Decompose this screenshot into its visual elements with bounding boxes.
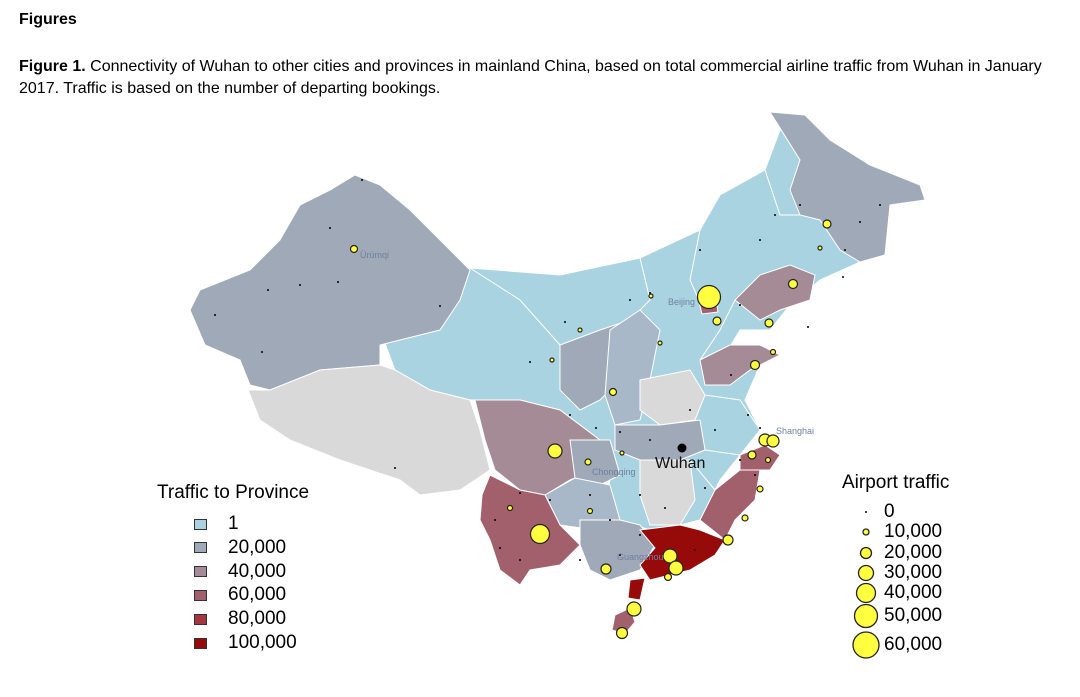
airport-beijing [696,284,722,310]
minor-airports [214,179,881,561]
wuhan-marker [677,443,687,453]
province-legend-item: 40,000 [194,560,286,584]
region-shandong [699,344,782,386]
province-legend-item: 20,000 [194,536,286,560]
legend-label: 80,000 [228,608,287,630]
region-liaoning [734,264,816,321]
airport-legend-label: 30,000 [884,562,943,583]
province-legend-title: Traffic to Province [157,482,310,503]
city-label-urumqi: Ürümqi [360,250,389,260]
region-sichuan [474,399,601,496]
province-borders [469,169,800,491]
airport-urumqi [349,244,359,254]
airport-legend-label: 0 [884,501,895,522]
airport-legend-label: 50,000 [884,605,943,626]
airport-legend-symbol [853,603,879,629]
region-tibet [247,364,491,496]
airport-legend-symbol [859,546,873,560]
region-chongqing [569,439,621,486]
region-heilongjiang [769,111,926,263]
province-legend-item: 80,000 [194,607,286,631]
legend-swatch [194,542,207,554]
airport-legend-label: 20,000 [884,542,943,563]
region-yunnan [479,474,581,586]
airport-legend-title: Airport traffic [842,472,950,493]
legend-label: 20,000 [228,536,287,558]
figure-caption: Figure 1. Connectivity of Wuhan to other… [19,56,1059,100]
legend-swatch [194,637,207,649]
legend-swatch [194,518,207,530]
airport-legend-label: 40,000 [884,582,943,603]
airport-legend-symbol [852,631,880,659]
province-legend-item: 60,000 [194,583,286,607]
legend-label: 100,000 [228,632,297,653]
region-guangdong [639,524,726,581]
legend-label: 1 [228,513,239,534]
province-legend-item: 1 [194,512,239,536]
legend-swatch [194,613,207,625]
city-label-shanghai: Shanghai [776,426,814,436]
legend-swatch [194,566,207,578]
section-heading: Figures [19,11,77,28]
city-label-guangzhou: Guangzhou [617,552,664,562]
figure-label: Figure 1. [19,58,86,75]
wuhan-label: Wuhan [655,455,705,472]
region-xinjiang [189,174,471,391]
airport-legend-symbol [855,582,877,604]
airport-legend-symbols [852,511,880,659]
city-label-beijing: Beijing [668,297,695,307]
legend-label: 40,000 [228,560,287,582]
city-label-chongqing: Chongqing [592,467,636,477]
legend-swatch [194,589,207,601]
figure-caption-text: Connectivity of Wuhan to other cities an… [19,58,1042,97]
airport-legend-symbol [865,511,867,513]
airport-legend-symbol [862,528,870,536]
airport-legend-label: 60,000 [884,634,943,655]
legend-label: 60,000 [228,584,287,606]
airport-circles [349,219,832,640]
region-henan [639,369,706,426]
airport-legend-label: 10,000 [884,521,943,542]
region-hubei [614,419,706,461]
region-leizhou [627,577,646,601]
province-legend-item: 100,000 [194,631,297,655]
airport-legend-symbol [857,564,875,582]
region-guangxi [579,519,656,581]
region-zhejiang [739,444,781,471]
